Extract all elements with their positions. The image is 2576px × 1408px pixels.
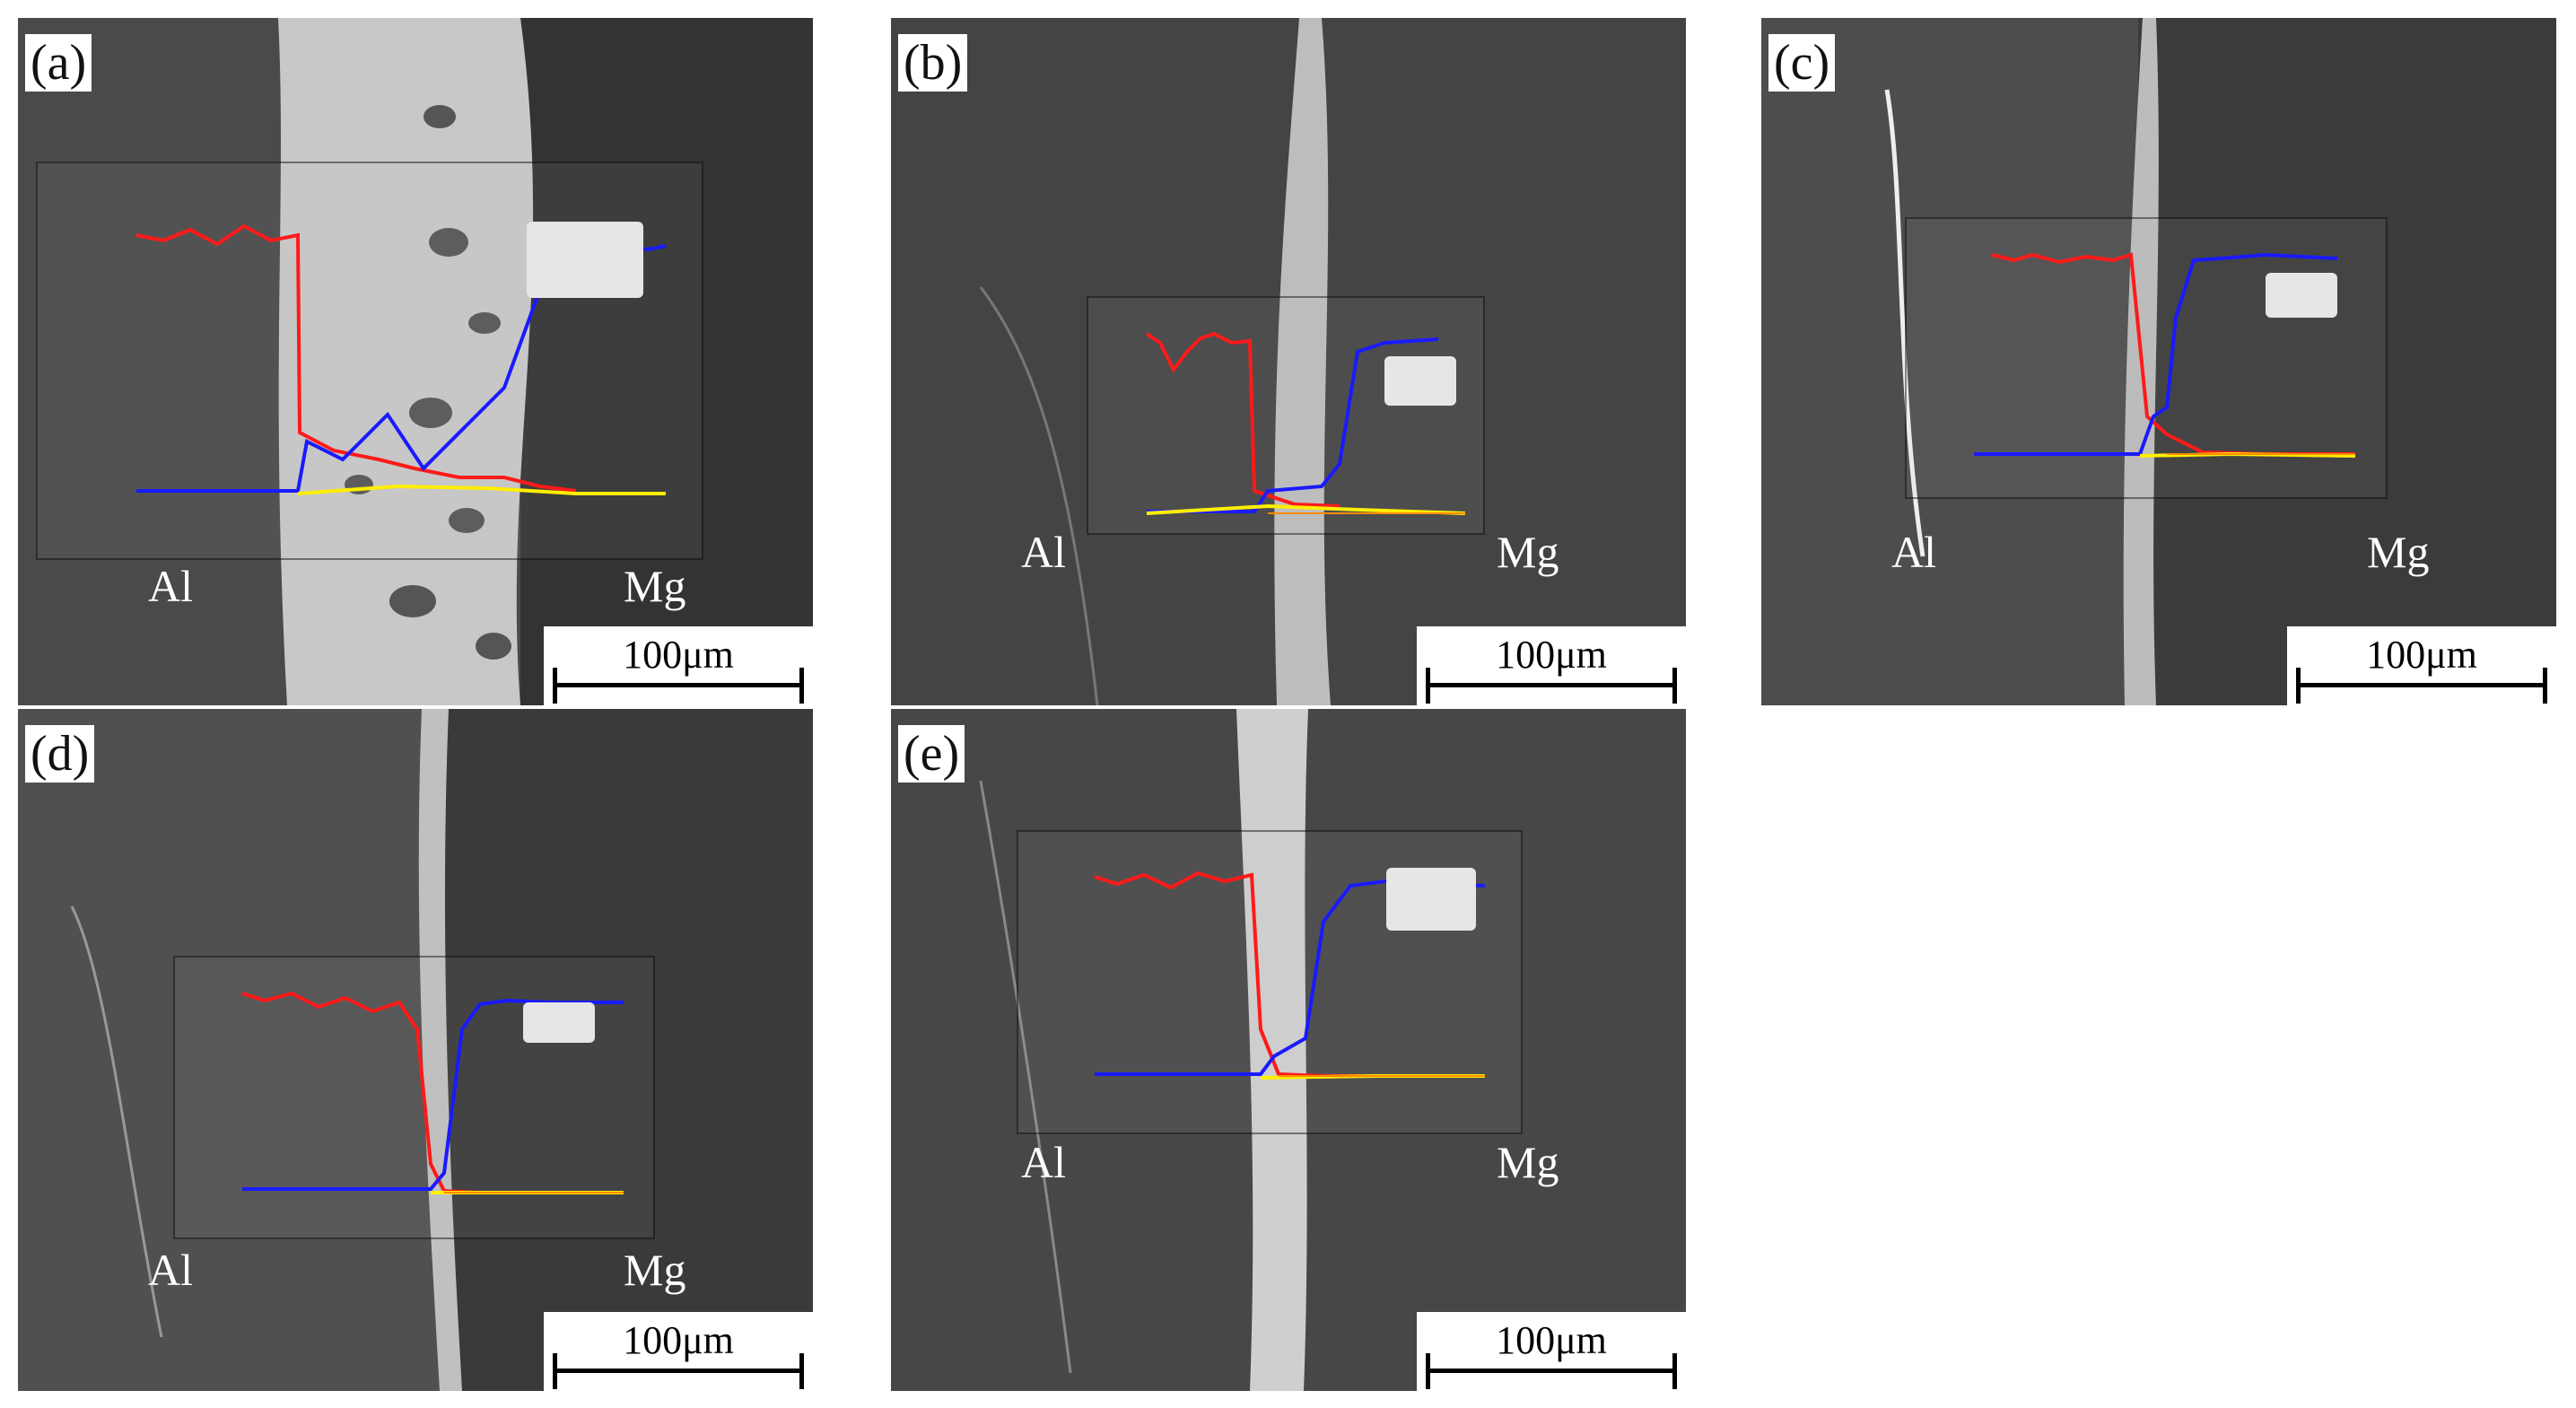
scale-bar-label: 100μm: [2366, 633, 2477, 677]
linescan-region-b: [1087, 296, 1485, 535]
al-label: Al: [148, 561, 193, 611]
al-label: Al: [1891, 527, 1936, 577]
scale-bar-tick-left: [1426, 1353, 1430, 1389]
panel-label: (b): [898, 34, 968, 92]
linescan-region-c: [1905, 217, 2388, 499]
linescan-legend-c: [2266, 273, 2337, 318]
mg-label: Mg: [1497, 1137, 1559, 1187]
linescan-legend-e: [1386, 868, 1476, 931]
scale-bar-tick-right: [2543, 668, 2547, 704]
scale-bar-line: [553, 683, 804, 687]
scale-bar-tick-right: [799, 1353, 804, 1389]
scale-bar-line: [1426, 683, 1677, 687]
mg-label: Mg: [1497, 527, 1559, 577]
scale-bar-tick-right: [1672, 668, 1677, 704]
panel-a: (a) Al Mg 100μm: [18, 18, 813, 705]
panel-label: (d): [25, 725, 95, 783]
scale-bar-line: [2296, 683, 2547, 687]
scale-bar-label: 100μm: [623, 1318, 734, 1362]
sem-micrograph-a: [18, 18, 813, 705]
mg-label: Mg: [624, 1245, 686, 1295]
sem-micrograph-d: [18, 709, 813, 1391]
scale-bar-line: [1426, 1369, 1677, 1373]
mg-label: Mg: [2367, 527, 2430, 577]
panel-b: (b) Al Mg 100μm: [891, 18, 1686, 705]
panel-d: (d) Al Mg 100μm: [18, 709, 813, 1391]
panel-e: (e) Al Mg 100μm: [891, 709, 1686, 1391]
panel-label: (e): [898, 725, 965, 783]
linescan-region-d: [173, 956, 655, 1239]
mg-label: Mg: [624, 561, 686, 611]
panel-c: (c) Al Mg 100μm: [1761, 18, 2556, 705]
panel-label: (a): [25, 34, 92, 92]
scale-bar-tick-right: [1672, 1353, 1677, 1389]
scale-bar: 100μm: [2287, 626, 2556, 705]
linescan-region-a: [36, 162, 703, 560]
al-label: Al: [1021, 1137, 1066, 1187]
scale-bar: 100μm: [1417, 1312, 1686, 1391]
scale-bar-tick-right: [799, 668, 804, 704]
linescan-legend-a: [527, 222, 643, 298]
scale-bar-line: [553, 1369, 804, 1373]
scale-bar: 100μm: [544, 626, 813, 705]
panel-label: (c): [1768, 34, 1836, 92]
linescan-legend-b: [1384, 356, 1456, 406]
scale-bar: 100μm: [1417, 626, 1686, 705]
linescan-region-e: [1017, 830, 1523, 1134]
al-label: Al: [1021, 527, 1066, 577]
al-label: Al: [148, 1245, 193, 1295]
scale-bar-label: 100μm: [623, 633, 734, 677]
scale-bar-tick-left: [553, 1353, 557, 1389]
sem-micrograph-c: [1761, 18, 2556, 705]
scale-bar-label: 100μm: [1496, 633, 1607, 677]
scale-bar-tick-left: [553, 668, 557, 704]
scale-bar-tick-left: [2296, 668, 2301, 704]
sem-micrograph-b: [891, 18, 1686, 705]
linescan-legend-d: [523, 1002, 595, 1043]
scale-bar-tick-left: [1426, 668, 1430, 704]
scale-bar: 100μm: [544, 1312, 813, 1391]
scale-bar-label: 100μm: [1496, 1318, 1607, 1362]
